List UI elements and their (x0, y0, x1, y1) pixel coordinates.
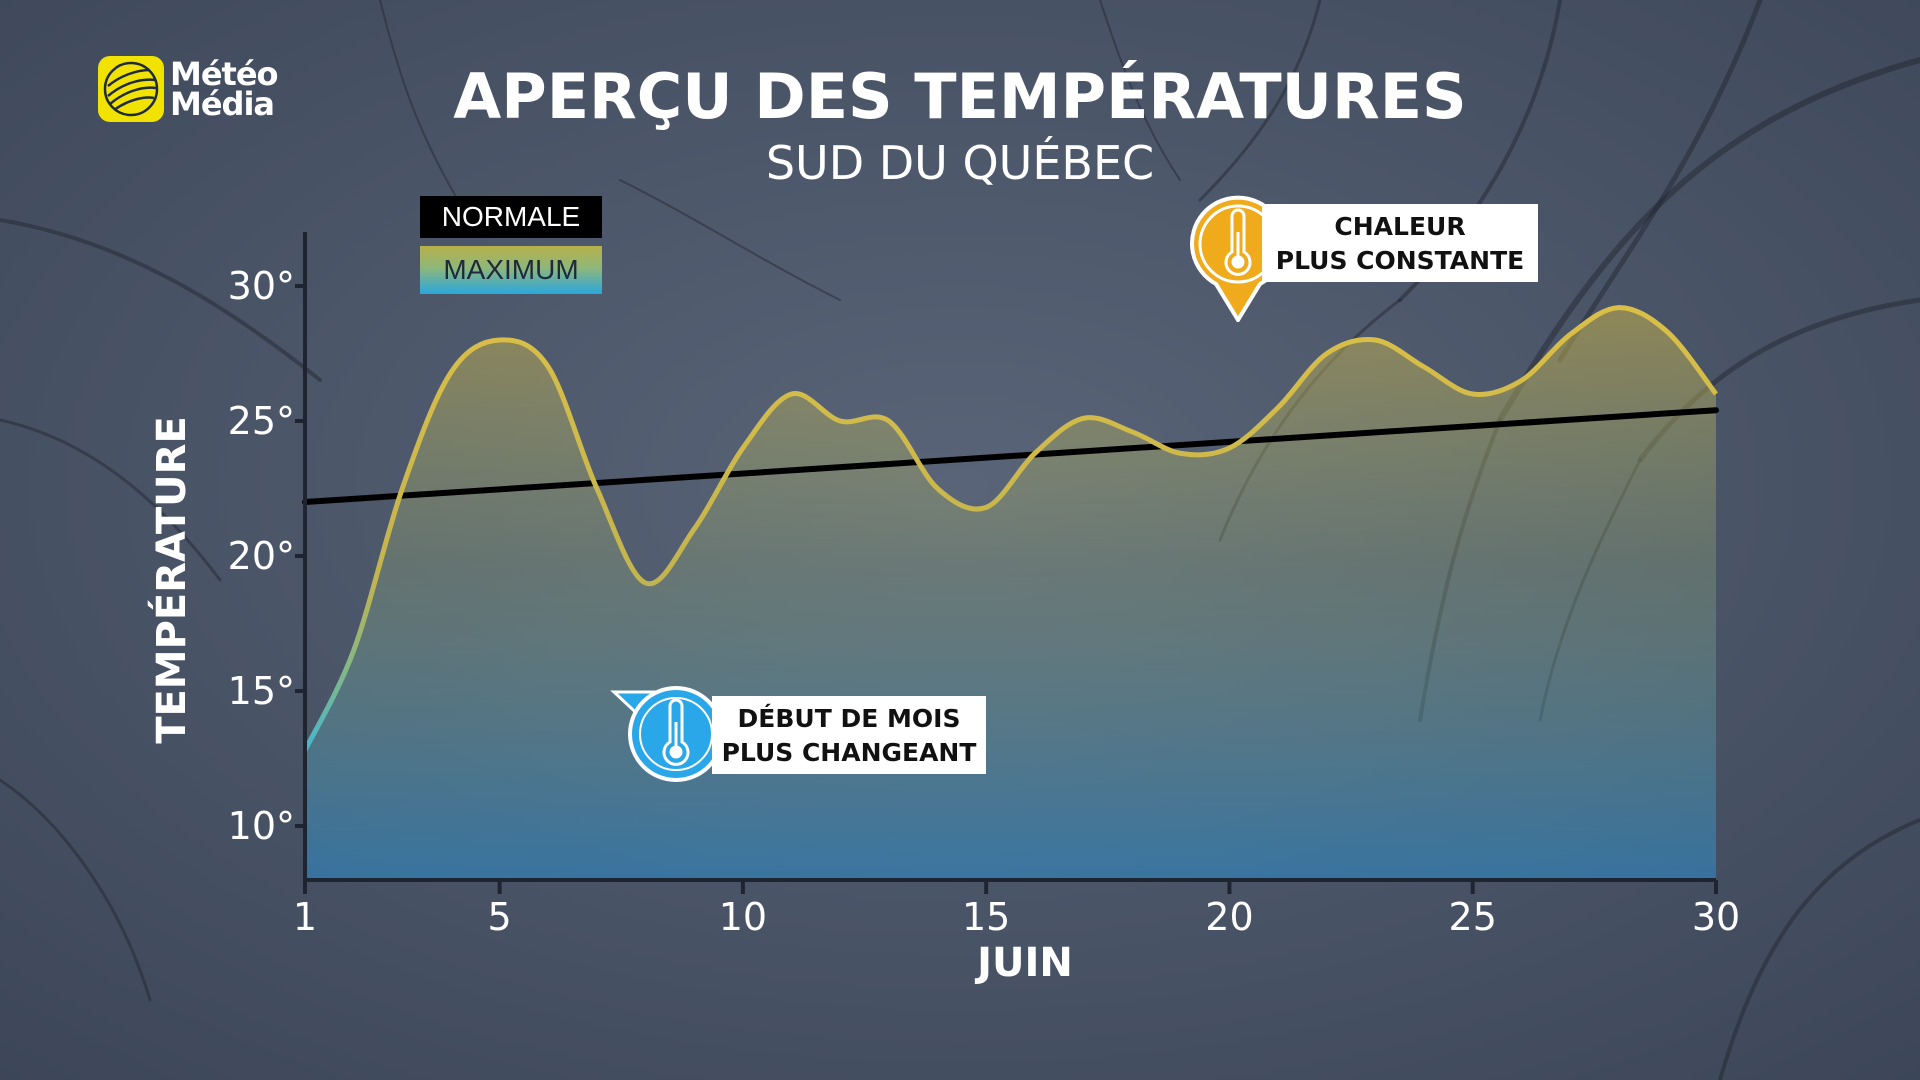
y-tick-label: 15° (228, 669, 295, 713)
logo-line-1: Météo (170, 55, 279, 93)
legend-maximum: MAXIMUM (420, 246, 602, 294)
y-tick-label: 20° (228, 534, 295, 578)
logo-line-2: Média (170, 85, 275, 123)
change-callout: DÉBUT DE MOIS PLUS CHANGEANT (712, 696, 986, 774)
normale-series-line (302, 407, 1719, 505)
y-axis-label: TEMPÉRATURE (149, 416, 195, 744)
chart-subtitle: SUD DU QUÉBEC (765, 136, 1155, 190)
heat-callout: CHALEUR PLUS CONSTANTE (1262, 204, 1538, 282)
globe-logo-icon (98, 56, 164, 122)
x-axis-label: JUIN (977, 940, 1073, 986)
change-callout-line1: DÉBUT DE MOIS (737, 704, 961, 733)
meteo-media-logo: Météo Média (98, 55, 279, 123)
x-tick-label: 15 (962, 895, 1010, 939)
x-tick-label: 25 (1449, 895, 1497, 939)
change-thermometer-pin (610, 686, 724, 782)
heat-callout-line1: CHALEUR (1334, 212, 1466, 241)
x-tick-label: 20 (1205, 895, 1253, 939)
y-tick-label: 30° (228, 264, 295, 308)
x-tick-label: 10 (719, 895, 767, 939)
x-tick-label: 30 (1692, 895, 1740, 939)
y-tick-label: 10° (228, 804, 295, 848)
thermometer-icon (662, 698, 690, 766)
logo-wordmark: Météo Média (170, 55, 279, 123)
maximum-series-line (302, 305, 1718, 752)
change-callout-line2: PLUS CHANGEANT (721, 738, 977, 767)
y-tick-label: 25° (228, 399, 295, 443)
x-tick-label: 5 (488, 895, 512, 939)
legend-normale: NORMALE (420, 196, 602, 238)
heat-callout-line2: PLUS CONSTANTE (1275, 246, 1525, 275)
x-tick-label: 1 (293, 895, 317, 939)
thermometer-icon (1224, 208, 1252, 276)
chart-title: APERÇU DES TEMPÉRATURES (453, 60, 1467, 133)
